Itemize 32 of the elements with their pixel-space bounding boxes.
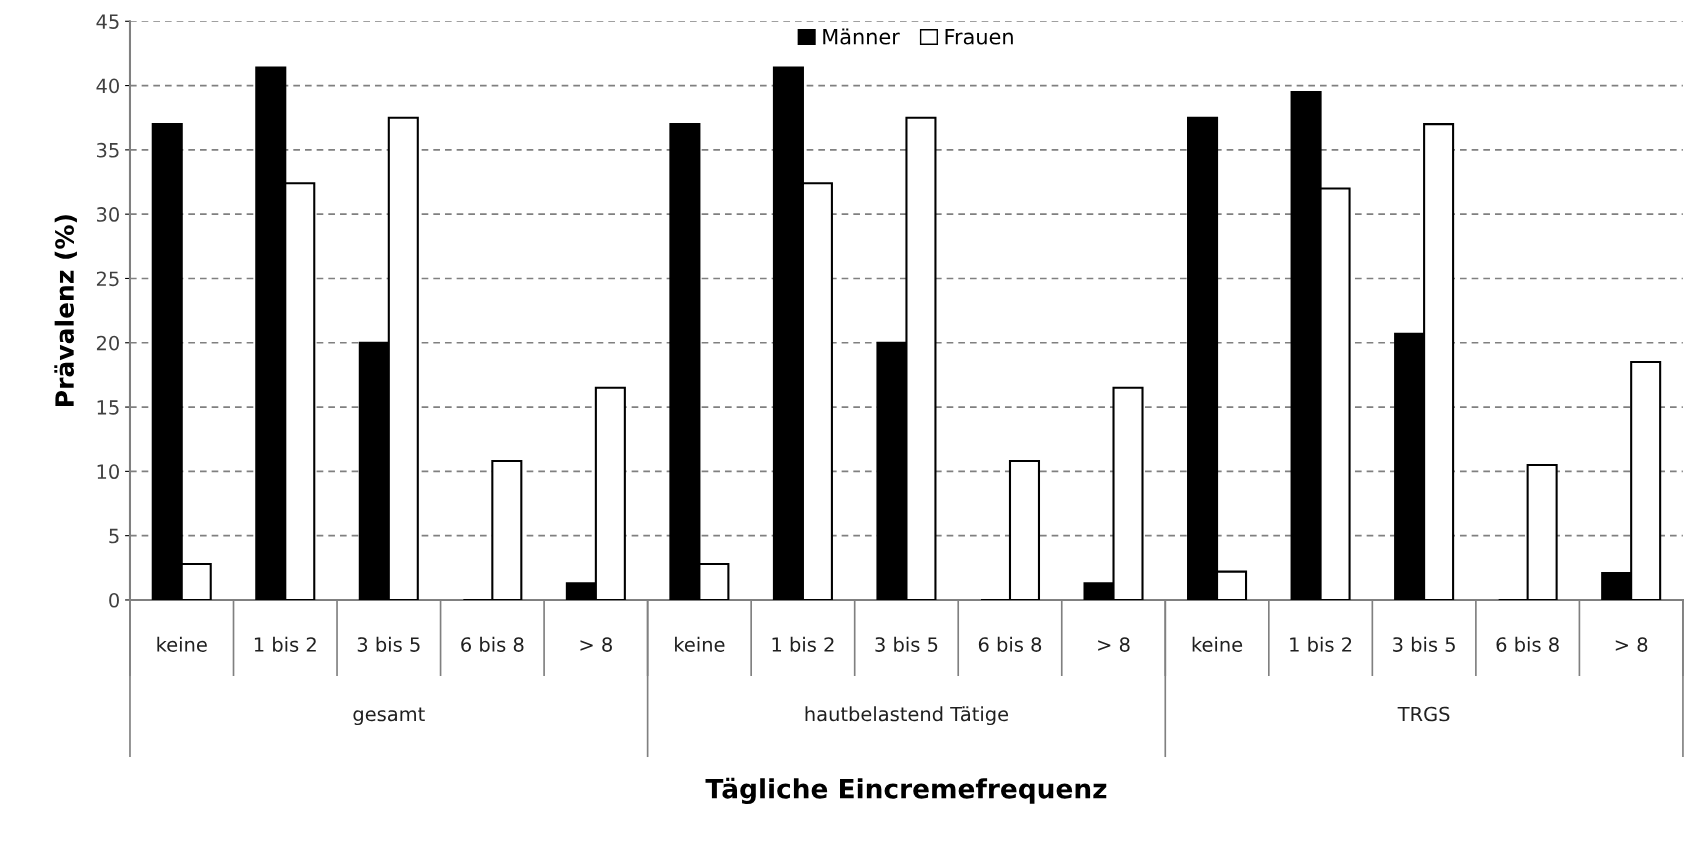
legend-label: Männer: [823, 28, 900, 45]
y-tick-label: 35: [96, 142, 119, 158]
x-tick-label: keine: [157, 636, 207, 652]
y-tick-label: 30: [96, 207, 119, 222]
x-tick-label: 1 bis 2: [772, 636, 834, 652]
y-tick-label: 40: [96, 78, 119, 94]
y-tick-label: 45: [96, 14, 119, 29]
y-tick-label: 20: [96, 335, 119, 351]
x-tick-label: 6 bis 8: [461, 636, 524, 652]
text: gesamt: [353, 707, 425, 726]
y-axis-title: Prävalenz (%): [54, 215, 77, 406]
y-tick-label: 15: [97, 400, 119, 415]
x-tick-label: keine: [1192, 636, 1243, 652]
x-tick-label: 6 bis 8: [1496, 636, 1559, 652]
x-axis-title: Tägliche Eincremefrequenz: [705, 777, 1107, 804]
x-tick-label: 3 bis 5: [1393, 636, 1455, 652]
y-tick-label: 0: [109, 592, 119, 608]
x-tick-label: 1 bis 2: [254, 636, 316, 652]
x-tick-label: 3 bis 5: [357, 636, 420, 652]
x-tick-label: 1 bis 2: [1290, 636, 1352, 652]
text: TRGS: [1397, 706, 1450, 722]
x-tick-label: 3 bis 5: [875, 636, 938, 652]
x-tick-label: > 8: [1615, 637, 1648, 652]
y-tick-label: 25: [96, 271, 119, 287]
x-tick-label: keine: [675, 636, 725, 652]
y-tick-label: 5: [109, 528, 119, 544]
x-tick-label: > 8: [580, 637, 612, 652]
text: hautbelastend Tätige: [805, 706, 1009, 726]
y-tick-label: 10: [97, 464, 119, 480]
x-tick-label: 6 bis 8: [978, 636, 1042, 652]
legend-label: Frauen: [945, 29, 1013, 45]
x-tick-label: > 8: [1098, 637, 1130, 652]
